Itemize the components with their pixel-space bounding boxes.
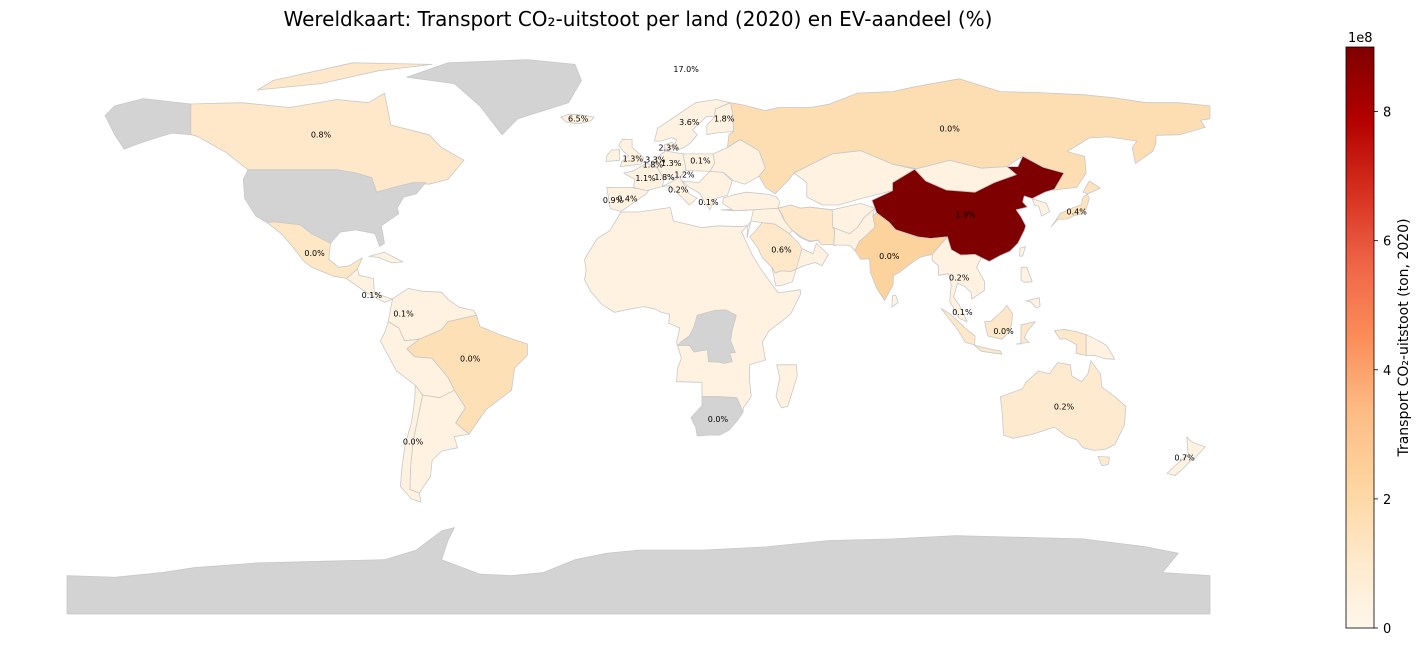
region-others <box>722 191 781 212</box>
region-others <box>891 294 899 308</box>
ev-label-united-kingdom: 1.3% <box>623 155 644 164</box>
region-alaska <box>104 98 192 150</box>
ev-label-finland: 1.8% <box>714 115 735 124</box>
colorbar-tick-label: 6 <box>1383 235 1391 250</box>
region-others <box>399 384 424 503</box>
region-others <box>584 207 801 413</box>
ev-label-poland: 0.1% <box>690 156 711 165</box>
region-indonesia <box>1054 328 1087 356</box>
ev-label-netherlands: 3.3% <box>645 156 666 165</box>
colorbar-exponent: 1e8 <box>1348 31 1373 46</box>
region-others <box>832 207 876 252</box>
colorbar-tick-label: 4 <box>1383 364 1391 379</box>
countries-layer <box>66 59 1211 615</box>
region-antarctica <box>66 527 1211 615</box>
region-south-africa <box>690 396 744 437</box>
region-others <box>345 268 393 303</box>
colorbar-tick-label: 0 <box>1383 622 1391 637</box>
region-indonesia <box>984 304 1013 340</box>
colorbar-label: Transport CO₂-uitstoot (ton, 2020) <box>1396 218 1412 457</box>
region-indonesia <box>1015 321 1036 345</box>
ev-label-france: 1.1% <box>635 174 656 183</box>
region-others <box>1019 246 1026 257</box>
region-others <box>931 236 985 323</box>
ev-label-denmark: 2.3% <box>659 144 680 153</box>
region-others <box>1186 436 1206 460</box>
colorbar: 0 2 4 6 8 1e8 Transport CO₂-uitstoot (ton, 202… <box>1345 31 1412 637</box>
ev-label-greece: 0.1% <box>698 198 719 207</box>
chart-title: Wereldkaart: Transport CO₂-uitstoot per … <box>283 7 993 31</box>
region-others <box>775 364 798 409</box>
region-australia <box>1000 360 1127 451</box>
ev-label-malaysia: 0.1% <box>952 308 973 317</box>
ev-label-brazil: 0.0% <box>460 354 481 363</box>
region-indonesia <box>974 344 1003 355</box>
ev-label-portugal: 0.9% <box>603 196 624 205</box>
region-japan <box>1050 193 1090 228</box>
ev-label-belgium: 1.8% <box>643 161 664 170</box>
region-others <box>1085 334 1116 360</box>
region-greenland <box>406 59 582 136</box>
ev-label-india: 0.0% <box>879 252 900 261</box>
region-others <box>1031 198 1051 217</box>
ev-label-colombia: 0.1% <box>393 310 414 319</box>
colorbar-tick-label: 8 <box>1383 106 1391 121</box>
region-canada <box>190 92 465 193</box>
region-mexico <box>266 221 363 279</box>
region-others <box>663 141 679 152</box>
ev-label-mexico: 0.0% <box>304 249 325 258</box>
region-australia <box>1097 456 1110 467</box>
region-others <box>623 162 665 192</box>
ev-label-iceland: 6.5% <box>568 115 589 124</box>
region-canada <box>257 62 433 91</box>
region-others <box>618 138 645 168</box>
ev-label-norway: 17.0% <box>673 65 699 74</box>
region-others <box>654 99 731 150</box>
region-others <box>1025 297 1041 309</box>
region-others <box>771 242 829 287</box>
ev-label-austria: 1.2% <box>674 170 695 179</box>
ev-label-canada: 0.8% <box>311 131 332 140</box>
ev-label-china: 1.9% <box>955 211 976 220</box>
ev-label-spain: 0.4% <box>617 195 638 204</box>
ev-label-switzerland: 1.8% <box>654 173 675 182</box>
region-others <box>1166 455 1193 477</box>
ev-label-saudi-arabia: 0.6% <box>771 246 792 255</box>
region-others <box>560 113 595 125</box>
region-others <box>368 251 404 264</box>
colorbar-tick-label: 2 <box>1383 493 1391 508</box>
ev-labels-layer: 0.8% 0.0% 0.1% 0.1% 0.0% 0.0% 6.5% 17.0% 3.6% 1.8… <box>304 65 1195 462</box>
ev-label-chile: 0.0% <box>403 437 424 446</box>
colorbar-gradient <box>1345 46 1375 629</box>
ev-label-thailand: 0.2% <box>949 274 970 283</box>
region-dr-congo <box>677 309 737 364</box>
region-others <box>606 186 650 212</box>
ev-label-sweden: 3.6% <box>679 118 700 127</box>
ev-label-costa-rica: 0.1% <box>362 291 383 300</box>
region-others <box>605 149 620 162</box>
ev-label-italy: 0.2% <box>668 186 689 195</box>
region-others <box>661 176 698 206</box>
ev-label-russia: 0.0% <box>940 124 961 133</box>
ev-label-australia: 0.2% <box>1054 402 1075 411</box>
ev-label-new-zealand: 0.7% <box>1174 453 1195 462</box>
ev-label-japan: 0.4% <box>1067 207 1088 216</box>
region-indonesia <box>940 308 976 346</box>
ev-label-indonesia: 0.0% <box>993 327 1014 336</box>
ev-label-germany: 1.3% <box>661 159 682 168</box>
region-japan <box>1082 180 1101 195</box>
ev-label-south-africa: 0.0% <box>708 415 729 424</box>
region-others <box>1020 266 1033 283</box>
